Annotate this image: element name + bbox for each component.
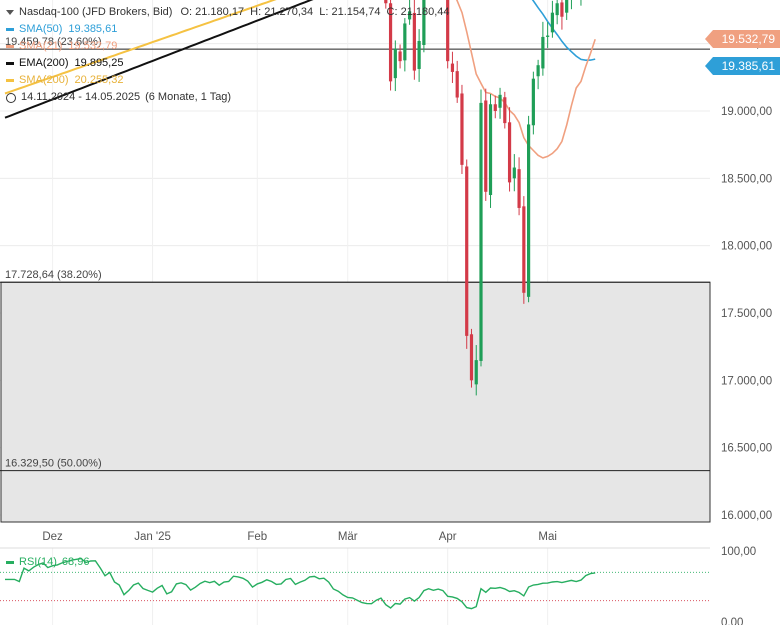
price-tick-label: 18.500,00: [721, 173, 772, 185]
candle-body: [384, 0, 388, 4]
fib-label: 17.728,64 (38.20%): [5, 269, 102, 281]
candle-body: [412, 12, 416, 71]
candle-body: [560, 2, 564, 17]
price-tick-label: 16.000,00: [721, 510, 772, 522]
price-tick-label: 19.000,00: [721, 106, 772, 118]
candles: [384, 0, 582, 396]
instrument-title: Nasdaq-100 (JFD Brokers, Bid): [19, 6, 173, 18]
rsi-tick-label: 0,00: [721, 617, 743, 625]
fib-label: 16.329,50 (50.00%): [5, 458, 102, 470]
fib-label: 19.459,78 (23.60%): [5, 36, 102, 48]
legend-period-row: 14.11.2024 - 14.05.2025 (6 Monate, 1 Tag…: [6, 89, 450, 106]
sma200-swatch: [6, 79, 14, 82]
sma21-line: [455, 0, 596, 159]
sma21-label: SMA(21): [19, 40, 63, 52]
candle-body: [527, 124, 531, 297]
candle-body: [522, 206, 526, 293]
candle-body: [393, 49, 397, 79]
legend-item-ema200[interactable]: EMA(200) 19.895,25: [6, 55, 450, 72]
sma200-value: 20.255,32: [74, 74, 124, 86]
fib-zone: [0, 281, 711, 523]
candle-body: [455, 71, 459, 98]
rsi-value: 68,96: [61, 556, 90, 568]
ema200-label: EMA(200): [19, 57, 69, 69]
ema200-value: 19.895,25: [74, 57, 124, 69]
candle-body: [460, 93, 464, 165]
rsi-swatch: [6, 560, 14, 564]
candle-body: [546, 35, 550, 37]
chart-legend: Nasdaq-100 (JFD Brokers, Bid) O: 21.180,…: [6, 4, 450, 106]
candle-body: [536, 65, 540, 77]
clock-icon: [6, 92, 16, 103]
legend-title-row: Nasdaq-100 (JFD Brokers, Bid) O: 21.180,…: [6, 4, 450, 21]
month-tick-label: Mär: [338, 531, 358, 543]
sma50-value: 19.385,61: [68, 23, 118, 35]
price-tick-label: 17.000,00: [721, 375, 772, 387]
candle-body: [450, 63, 455, 72]
legend-item-sma50[interactable]: SMA(50) 19.385,61: [6, 21, 450, 38]
sma21-value: 19.532,79: [68, 40, 118, 52]
legend-toggle-icon[interactable]: [6, 10, 14, 15]
candle-body: [474, 360, 478, 385]
ema200-line: [4, 0, 314, 119]
candle-body: [488, 104, 493, 196]
candle-body: [422, 0, 426, 46]
candle-body: [417, 40, 421, 69]
candle-body: [531, 78, 535, 126]
ohlc-values: O: 21.180,17 H: 21.270,34 L: 21.154,74 C…: [180, 6, 450, 18]
price-tag: 19.385,61: [705, 57, 780, 76]
rsi-label: RSI(14): [19, 556, 57, 568]
candle-body: [550, 12, 554, 33]
ema200-swatch: [6, 62, 14, 65]
candle-body: [388, 3, 393, 82]
candle-body: [498, 94, 502, 108]
rsi-tick-label: 100,00: [721, 546, 756, 558]
price-tick-label: 18.000,00: [721, 241, 772, 253]
candle-body: [503, 97, 507, 124]
period-range: 14.11.2024 - 14.05.2025: [21, 91, 141, 103]
sma21-swatch: [6, 45, 14, 48]
price-tag: 19.532,79: [705, 30, 780, 49]
price-tick-label: 17.500,00: [721, 308, 772, 320]
candle-body: [465, 166, 469, 336]
price-tick-label: 16.500,00: [721, 443, 772, 455]
candle-body: [403, 23, 407, 61]
sma200-label: SMA(200): [19, 74, 69, 86]
candle-body: [512, 167, 516, 179]
candle-body: [555, 3, 559, 16]
candle-body: [469, 334, 474, 381]
sma50-swatch: [6, 28, 14, 31]
candle-body: [446, 0, 450, 62]
candle-body: [398, 51, 402, 62]
legend-item-sma200[interactable]: SMA(200) 20.255,32: [6, 72, 450, 89]
month-tick-label: Dez: [42, 531, 63, 543]
legend-item-sma21[interactable]: SMA(21) 19.532,79: [6, 38, 450, 55]
sma200-line: [4, 0, 277, 95]
candle-body: [484, 100, 488, 192]
rsi-legend[interactable]: RSI(14) 68,96: [6, 556, 89, 568]
month-tick-label: Feb: [247, 531, 267, 543]
month-tick-label: Jan '25: [134, 531, 171, 543]
candle-body: [408, 11, 412, 20]
candle-body: [479, 102, 483, 361]
month-tick-label: Apr: [439, 531, 457, 543]
candle-body: [507, 122, 512, 183]
candle-body: [517, 169, 521, 208]
rsi-line: [5, 557, 596, 610]
period-note: (6 Monate, 1 Tag): [145, 91, 232, 103]
candle-body: [565, 0, 569, 13]
sma50-label: SMA(50): [19, 23, 63, 35]
month-tick-label: Mai: [538, 531, 557, 543]
candle-body: [493, 104, 497, 111]
candle-body: [541, 36, 545, 69]
